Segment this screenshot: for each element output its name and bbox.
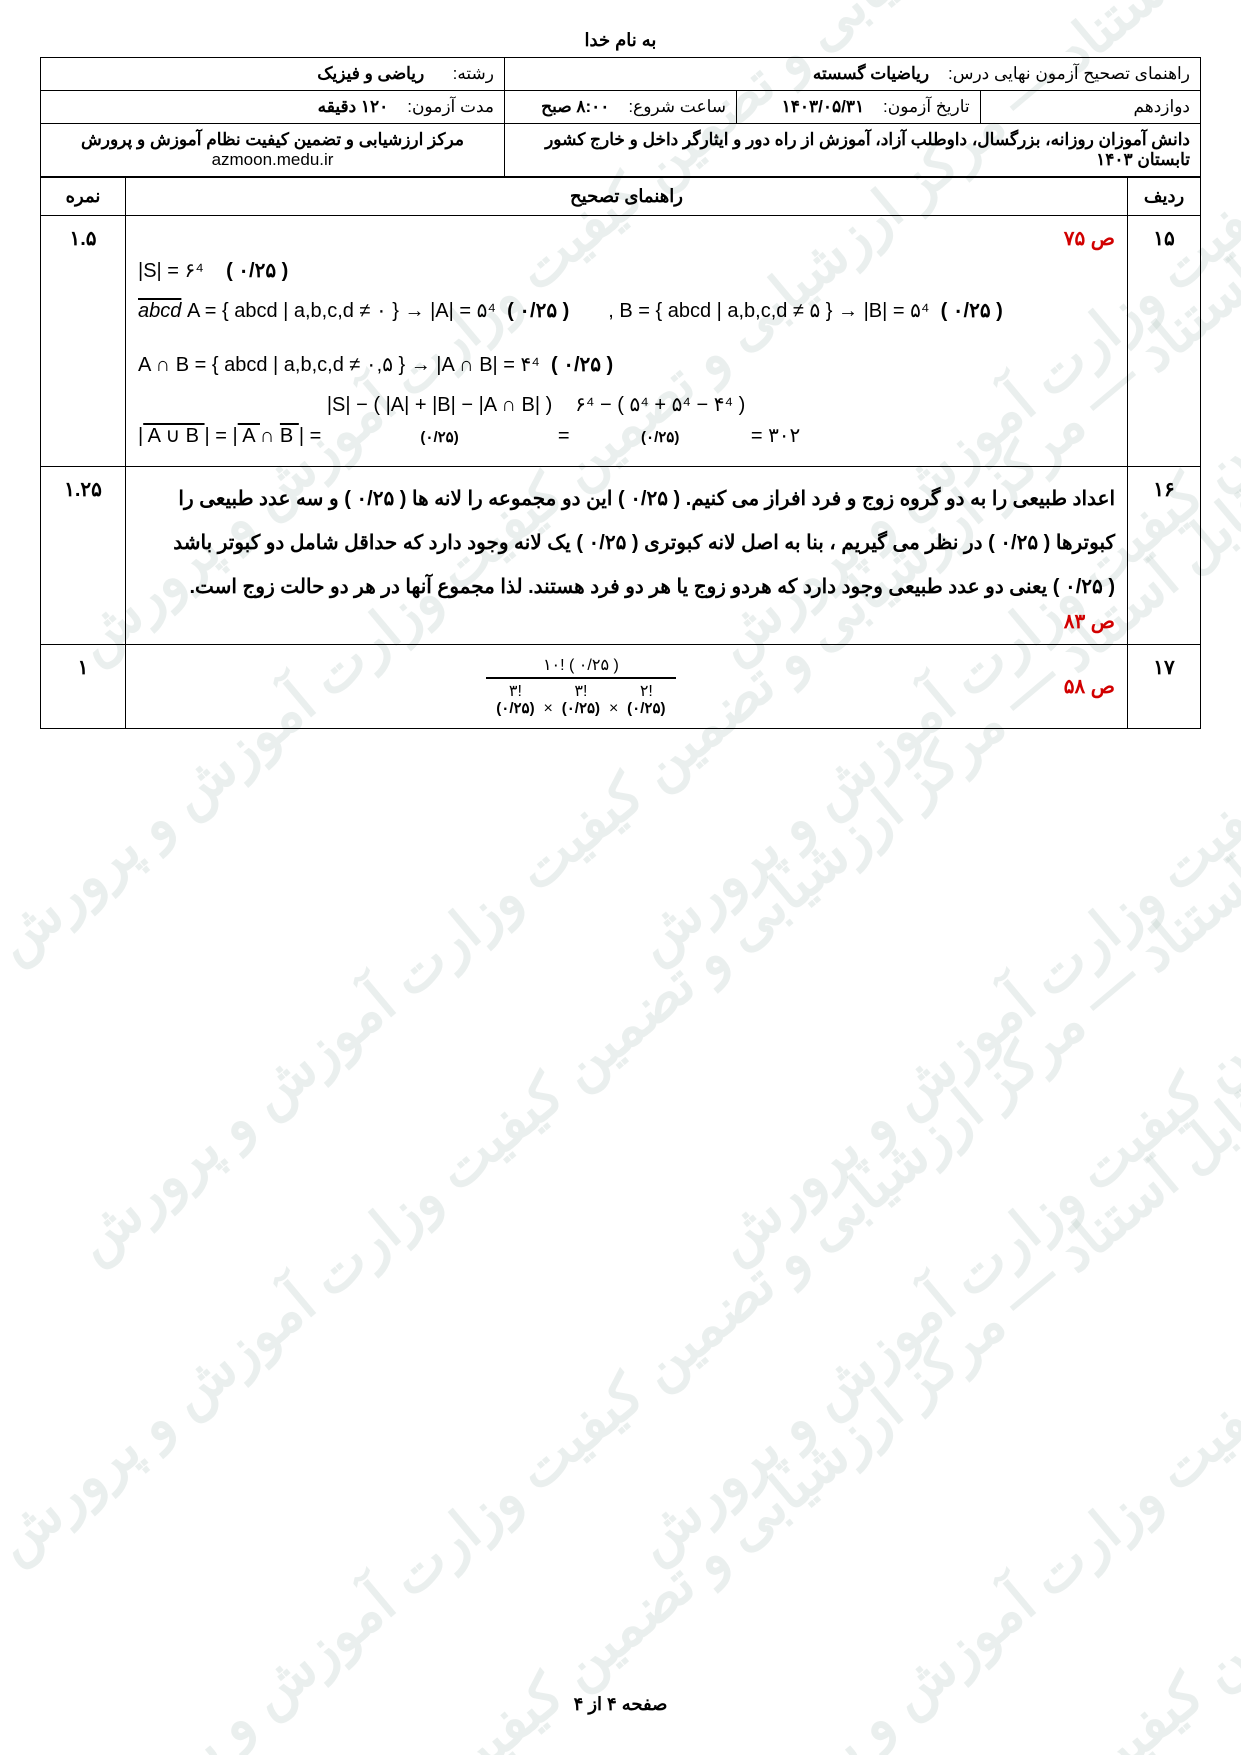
math-eq: =: [558, 425, 570, 447]
fraction: ۱۰! ( ۰/۲۵ ) ۳! (۰/۲۵) × ۳! (۰/۲۵): [486, 655, 675, 718]
row-score: ۱: [41, 645, 126, 729]
math-line: |S| = ۶⁴: [138, 260, 204, 282]
score-mark: (۰/۲۵): [575, 423, 745, 453]
students-line: دانش آموزان روزانه، بزرگسال، داوطلب آزاد…: [545, 130, 1190, 169]
label-duration: مدت آزمون:: [407, 97, 494, 116]
row-no: ۱۵: [1128, 216, 1201, 467]
score-mark: ( ۰/۲۵ ): [507, 300, 569, 322]
math-line: | A ∪ B | = | A ∩ B | =: [138, 425, 327, 447]
grade: دوازدهم: [1133, 97, 1190, 116]
header-table: راهنمای تصحیح آزمون نهایی درس: ریاضیات گ…: [40, 57, 1201, 177]
fraction-den: ۳! (۰/۲۵) × ۳! (۰/۲۵) ×: [486, 679, 675, 718]
header-row-3: دانش آموزان روزانه، بزرگسال، داوطلب آزاد…: [41, 124, 1201, 177]
center-name: مرکز ارزشیابی و تضمین کیفیت نظام آموزش و…: [51, 130, 494, 150]
score-mark: ( ۰/۲۵ ): [941, 300, 1003, 322]
duration: ۱۲۰ دقیقه: [318, 97, 389, 116]
score-mark: (۰/۲۵): [496, 699, 534, 717]
answer-text: اعداد طبیعی را به دو گروه زوج و فرد افرا…: [138, 477, 1115, 565]
table-row: ۱۵ ص ۷۵ |S| = ۶⁴ ( ۰/۲۵ ) abcd A = { abc…: [41, 216, 1201, 467]
den-part: ۲!: [627, 681, 665, 701]
row-no: ۱۷: [1128, 645, 1201, 729]
exam-date: ۱۴۰۳/۰۵/۳۱: [782, 97, 865, 116]
col-guide: راهنمای تصحیح: [126, 178, 1128, 216]
page-footer: صفحه ۴ از ۴: [0, 1694, 1241, 1715]
table-row: ۱۶ اعداد طبیعی را به دو گروه زوج و فرد ا…: [41, 467, 1201, 645]
math-line: abcd: [138, 300, 187, 322]
times: ×: [543, 700, 552, 717]
answers-table: ردیف راهنمای تصحیح نمره ۱۵ ص ۷۵ |S| = ۶⁴…: [40, 177, 1201, 729]
row-content: |S| = ۶⁴ ( ۰/۲۵ ) abcd A = { abcd | a,b,…: [138, 251, 1115, 456]
col-nomre: نمره: [41, 178, 126, 216]
label-major: رشته:: [453, 64, 494, 83]
major-name: ریاضی و فیزیک: [317, 64, 424, 83]
row-score: ۱.۲۵: [41, 467, 126, 645]
seq-abcd: abcd: [138, 300, 181, 322]
watermark: غیر قابل استناد — مرکز ارزشیابی و تضمین …: [0, 1011, 1241, 1755]
col-radif: ردیف: [1128, 178, 1201, 216]
header-row-2: دوازدهم تاریخ آزمون: ۱۴۰۳/۰۵/۳۱ ساعت شرو…: [41, 91, 1201, 124]
math-line: , B = { abcd | a,b,c,d ≠ ۵ } → |B| = ۵⁴: [608, 300, 929, 322]
math-expr: ۶⁴ − ( ۵⁴ + ۵⁴ − ۴⁴ ): [575, 385, 745, 425]
table-row: ۱۷ ص ۵۸ ۱۰! ( ۰/۲۵ ) ۳! (۰/۲۵) ×: [41, 645, 1201, 729]
math-expr: |S| − ( |A| + |B| − |A ∩ B| ): [327, 385, 552, 425]
label-date: تاریخ آزمون:: [883, 97, 970, 116]
score-mark: (۰/۲۵): [562, 699, 600, 717]
label-course: راهنمای تصحیح آزمون نهایی درس:: [948, 64, 1190, 83]
label-start: ساعت شروع:: [628, 97, 726, 116]
start-time: ۸:۰۰ صبح: [541, 97, 609, 116]
math-line: A ∩ B = { abcd | a,b,c,d ≠ ۰,۵ } → |A ∩ …: [138, 354, 540, 376]
watermark: غیر قابل استناد — مرکز ارزشیابی و تضمین …: [622, 1011, 1241, 1755]
math-line: A = { abcd | a,b,c,d ≠ ۰ } → |A| = ۵⁴: [187, 300, 496, 322]
den-part: ۳!: [562, 681, 600, 701]
score-mark: (۰/۲۵): [327, 423, 552, 453]
den-part: ۳!: [496, 681, 534, 701]
header-row-1: راهنمای تصحیح آزمون نهایی درس: ریاضیات گ…: [41, 58, 1201, 91]
row-score: ۱.۵: [41, 216, 126, 467]
answers-header-row: ردیف راهنمای تصحیح نمره: [41, 178, 1201, 216]
page-ref: ص ۷۵: [138, 226, 1115, 251]
math-ans: = ۳۰۲: [751, 425, 800, 447]
answer-text: ( ۰/۲۵ ) یعنی دو عدد طبیعی وجود دارد که …: [138, 565, 1115, 609]
watermark: غیر قابل استناد — مرکز ارزشیابی و تضمین …: [702, 711, 1241, 1755]
score-mark: (۰/۲۵): [627, 699, 665, 717]
watermark: غیر قابل استناد — مرکز ارزشیابی و تضمین …: [62, 711, 1241, 1755]
fraction-num: ۱۰! ( ۰/۲۵ ): [486, 655, 675, 679]
row-no: ۱۶: [1128, 467, 1201, 645]
course-name: ریاضیات گسسته: [813, 64, 929, 83]
center-url: azmoon.medu.ir: [51, 150, 494, 170]
score-mark: ( ۰/۲۵ ): [551, 354, 613, 376]
page-ref: ص ۵۸: [1064, 674, 1115, 699]
times: ×: [609, 700, 618, 717]
score-mark: ( ۰/۲۵ ): [226, 260, 288, 282]
page-ref: ص ۸۳: [138, 609, 1115, 634]
bismillah: به نام خدا: [40, 30, 1201, 51]
